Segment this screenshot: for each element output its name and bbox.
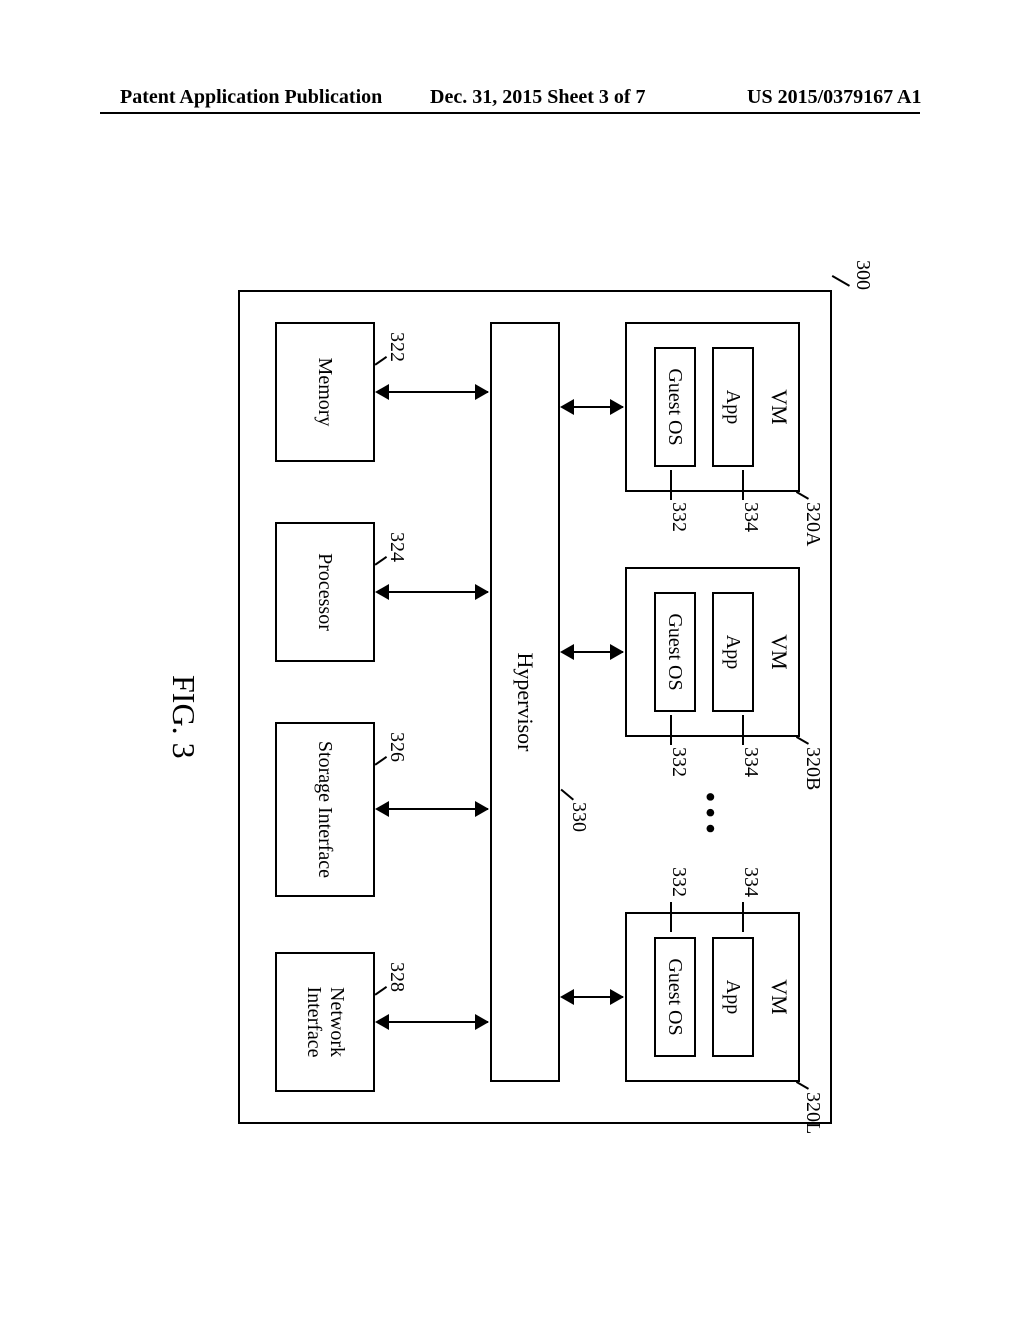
arrow-down-stor (375, 801, 389, 817)
lead-334-b (742, 715, 744, 745)
figure-label: FIG. 3 (165, 675, 202, 759)
arrow-up-net (475, 1014, 489, 1030)
ref-332-l: 332 (667, 867, 690, 897)
ref-332-b: 332 (667, 747, 690, 777)
lead-332-a (670, 470, 672, 500)
storage-label: Storage Interface (314, 741, 337, 878)
vm-title-l: VM (766, 979, 792, 1014)
ref-332-a: 332 (667, 502, 690, 532)
ref-324: 324 (385, 532, 408, 562)
vm-title-b: VM (766, 634, 792, 669)
arrow-down-net (375, 1014, 389, 1030)
processor-box: Processor (275, 522, 375, 662)
lead-320L (796, 1081, 809, 1090)
vm-title-a: VM (766, 389, 792, 424)
ref-328: 328 (385, 962, 408, 992)
lead-330 (560, 789, 574, 801)
header-mid: Dec. 31, 2015 Sheet 3 of 7 (430, 86, 646, 109)
lead-320B (796, 736, 809, 745)
lead-334-a (742, 470, 744, 500)
ref-322: 322 (385, 332, 408, 362)
vm-box-l: VM App Guest OS (625, 912, 800, 1082)
ref-334-b: 334 (739, 747, 762, 777)
link-hyp-mem (377, 391, 488, 393)
guest-box-b: Guest OS (654, 592, 696, 712)
arrow-up-mem (475, 384, 489, 400)
vm-box-b: VM App Guest OS (625, 567, 800, 737)
ref-320L: 320L (801, 1092, 824, 1134)
vm-ellipsis: ••• (693, 792, 725, 839)
lead-334-l (742, 902, 744, 932)
memory-box: Memory (275, 322, 375, 462)
app-box-a: App (712, 347, 754, 467)
diagram: 300 VM App Guest OS VM App Guest OS VM A… (132, 200, 892, 1240)
arrow-down-mem (375, 384, 389, 400)
ref-320B: 320B (801, 747, 824, 790)
ref-334-a: 334 (739, 502, 762, 532)
ref-326: 326 (385, 732, 408, 762)
ref-330: 330 (567, 802, 590, 832)
arrow-up-proc (475, 584, 489, 600)
arrow-down-proc (375, 584, 389, 600)
app-box-b: App (712, 592, 754, 712)
header-rule (100, 112, 920, 114)
lead-300 (832, 275, 850, 287)
app-box-l: App (712, 937, 754, 1057)
header-left: Patent Application Publication (120, 86, 382, 109)
arrow-up-stor (475, 801, 489, 817)
guest-box-l: Guest OS (654, 937, 696, 1057)
vm-box-a: VM App Guest OS (625, 322, 800, 492)
outer-box: VM App Guest OS VM App Guest OS VM App G… (238, 290, 832, 1124)
lead-332-l (670, 902, 672, 932)
ref-300: 300 (851, 260, 874, 290)
link-hyp-net (377, 1021, 488, 1023)
link-hyp-proc (377, 591, 488, 593)
arrow-up-a (610, 399, 624, 415)
network-label-1: Network (325, 987, 348, 1057)
network-box: Network Interface (275, 952, 375, 1092)
lead-320A (796, 491, 809, 500)
guest-box-a: Guest OS (654, 347, 696, 467)
arrow-down-a (560, 399, 574, 415)
arrow-down-l (560, 989, 574, 1005)
ref-334-l: 334 (739, 867, 762, 897)
ref-320A: 320A (801, 502, 824, 546)
header-right: US 2015/0379167 A1 (747, 86, 921, 109)
memory-label: Memory (314, 358, 337, 427)
lead-332-b (670, 715, 672, 745)
link-hyp-stor (377, 808, 488, 810)
processor-label: Processor (314, 553, 337, 631)
arrow-up-l (610, 989, 624, 1005)
hypervisor-box: Hypervisor (490, 322, 560, 1082)
arrow-up-b (610, 644, 624, 660)
hypervisor-label: Hypervisor (512, 653, 538, 752)
network-label-2: Interface (302, 986, 325, 1057)
arrow-down-b (560, 644, 574, 660)
storage-box: Storage Interface (275, 722, 375, 897)
